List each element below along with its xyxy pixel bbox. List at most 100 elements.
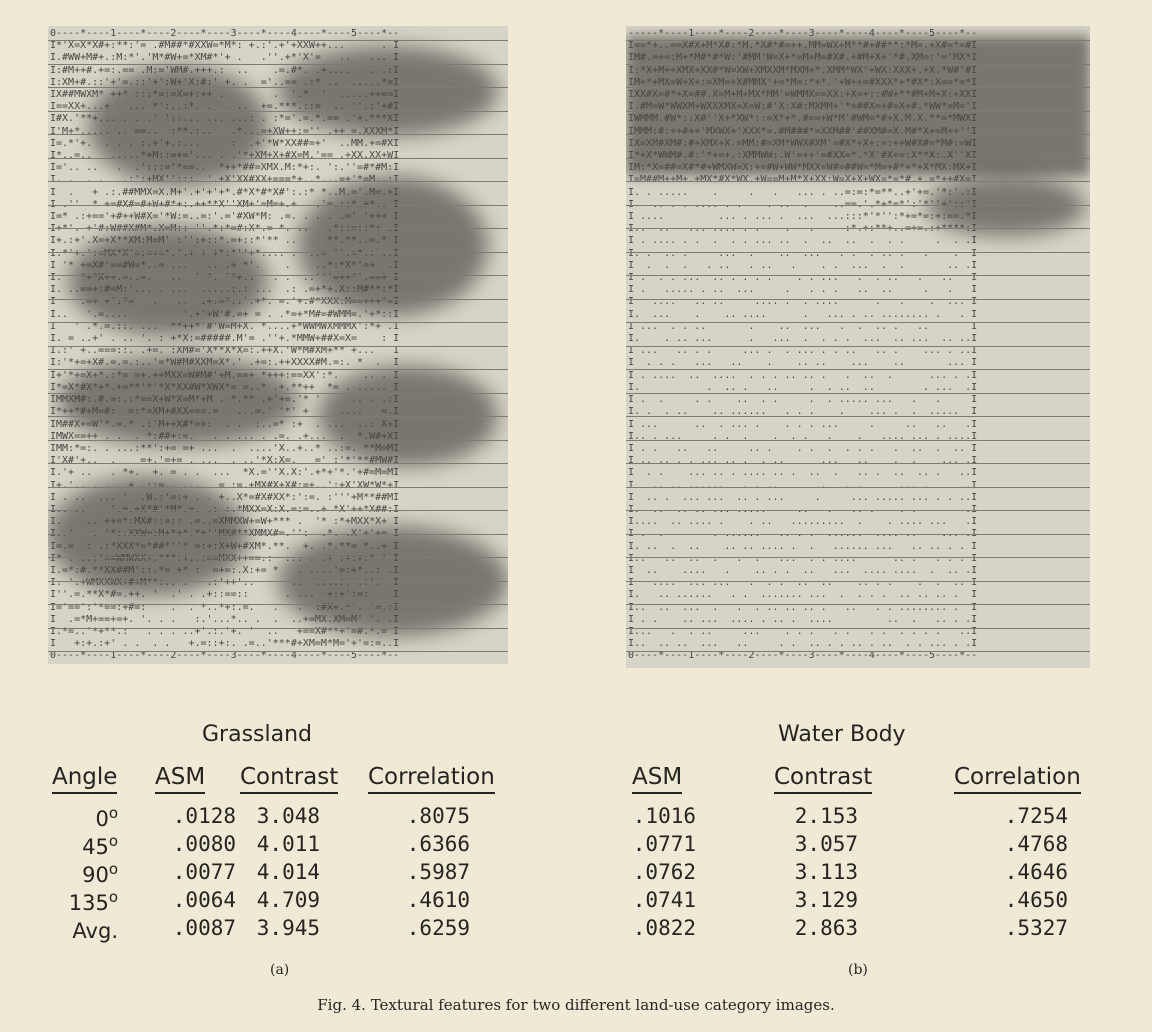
table-a-row-3-correlation: .4610: [406, 888, 470, 912]
table-a-row-3-angle: 135o: [68, 888, 118, 915]
table-b-row-1-correlation: .4768: [1004, 832, 1068, 856]
scan-rule: [626, 604, 1090, 605]
scan-rule: [48, 486, 508, 488]
table-b-row-2-contrast: 3.113: [794, 860, 858, 884]
scan-rule: [48, 298, 508, 300]
scan-rule: [626, 369, 1090, 370]
scan-rule: [626, 63, 1090, 65]
scan-rule: [48, 392, 508, 394]
printout-water-body-image: -----*----1----*----2----*----3----*----…: [626, 26, 1090, 668]
scan-rule: [48, 627, 508, 629]
table-b-row-0-asm: .1016: [632, 804, 696, 828]
scan-rule: [626, 651, 1090, 652]
scan-rule: [48, 533, 508, 535]
table-b-row-4-contrast: 2.863: [794, 916, 858, 940]
scan-rule: [626, 416, 1090, 417]
scan-rule: [48, 110, 508, 112]
table-b-row-3-correlation: .4650: [1004, 888, 1068, 912]
table-a-row-0-angle: 0o: [95, 804, 118, 831]
scan-rule: [626, 345, 1090, 347]
table-a-row-1-correlation: .6366: [406, 832, 470, 856]
table-b-row-3-asm: .0741: [632, 888, 696, 912]
scan-rule: [48, 275, 508, 276]
table-a-row-4-angle: Avg.: [72, 919, 118, 943]
scan-rule: [48, 416, 508, 417]
table-b-row-1-contrast: 3.057: [794, 832, 858, 856]
scan-rule: [48, 651, 508, 652]
table-b-header-asm: ASM: [632, 764, 683, 794]
scan-rule: [626, 228, 1090, 229]
scan-rule: [48, 345, 508, 347]
table-b-row-4-asm: .0822: [632, 916, 696, 940]
scan-rule: [626, 322, 1090, 323]
scan-rule: [626, 463, 1090, 464]
table-b-row-0-correlation: .7254: [1004, 804, 1068, 828]
scan-rule: [626, 439, 1090, 441]
table-b-row-2-correlation: .4646: [1004, 860, 1068, 884]
scan-rule: [48, 463, 508, 464]
table-a-row-2-angle: 90o: [82, 860, 118, 887]
scan-rule: [626, 392, 1090, 394]
scan-rule: [48, 228, 508, 229]
scan-rule: [626, 627, 1090, 629]
table-a-row-4-asm: .0087: [172, 916, 236, 940]
scan-rule: [48, 181, 508, 182]
table-b-header-contrast: Contrast: [774, 764, 873, 794]
table-b-row-2-asm: .0762: [632, 860, 696, 884]
scan-rule: [626, 557, 1090, 558]
scan-rule: [626, 181, 1090, 182]
scan-rule: [626, 134, 1090, 135]
table-a-row-2-asm: .0077: [172, 860, 236, 884]
table-a-header-angle: Angle: [52, 764, 118, 794]
scan-rule: [626, 275, 1090, 276]
scan-rule: [48, 134, 508, 135]
table-b-row-4-correlation: .5327: [1004, 916, 1068, 940]
scan-rule: [48, 580, 508, 582]
table-b-row-1-asm: .0771: [632, 832, 696, 856]
scan-rule: [48, 204, 508, 206]
table-a-row-1-contrast: 4.011: [256, 832, 320, 856]
scan-rule: [626, 486, 1090, 488]
scan-rule: [48, 87, 508, 88]
scan-rule: [626, 533, 1090, 535]
scan-rule: [626, 204, 1090, 206]
scan-rule: [48, 369, 508, 370]
scan-rule: [626, 87, 1090, 88]
table-a-row-1-angle: 45o: [82, 832, 118, 859]
scan-rule: [48, 322, 508, 323]
table-a-row-3-asm: .0064: [172, 888, 236, 912]
scan-rule: [48, 510, 508, 511]
table-b-header-correlation: Correlation: [954, 764, 1081, 794]
table-a-row-1-asm: .0080: [172, 832, 236, 856]
scan-rule: [626, 157, 1090, 159]
table-b-row-0-contrast: 2.153: [794, 804, 858, 828]
panel-b-label: (b): [848, 962, 868, 978]
table-a-row-4-correlation: .6259: [406, 916, 470, 940]
scan-rule: [48, 63, 508, 65]
table-a-title: Grassland: [202, 722, 312, 747]
scan-rule: [48, 604, 508, 605]
table-a-row-3-contrast: 4.709: [256, 888, 320, 912]
scan-rule: [48, 40, 508, 41]
table-a-row-0-asm: .0128: [172, 804, 236, 828]
scan-rule: [626, 580, 1090, 582]
scan-rule: [626, 298, 1090, 300]
scan-rule: [48, 557, 508, 558]
table-a-row-2-contrast: 4.014: [256, 860, 320, 884]
scan-rule: [48, 251, 508, 253]
scan-rule: [626, 510, 1090, 511]
scan-rule: [626, 251, 1090, 253]
table-a-row-0-correlation: .8075: [406, 804, 470, 828]
panel-a-label: (a): [270, 962, 290, 978]
table-b-title: Water Body: [778, 722, 906, 747]
table-a-header-contrast: Contrast: [240, 764, 339, 794]
table-b-row-3-contrast: 3.129: [794, 888, 858, 912]
scan-rule: [626, 40, 1090, 41]
table-a-row-0-contrast: 3.048: [256, 804, 320, 828]
scan-rule: [48, 157, 508, 159]
printout-grassland-image: 0----*----1----*----2----*----3----*----…: [48, 26, 508, 664]
scan-rule: [48, 439, 508, 441]
table-a-row-2-correlation: .5987: [406, 860, 470, 884]
table-a-row-4-contrast: 3.945: [256, 916, 320, 940]
scan-rule: [626, 110, 1090, 112]
